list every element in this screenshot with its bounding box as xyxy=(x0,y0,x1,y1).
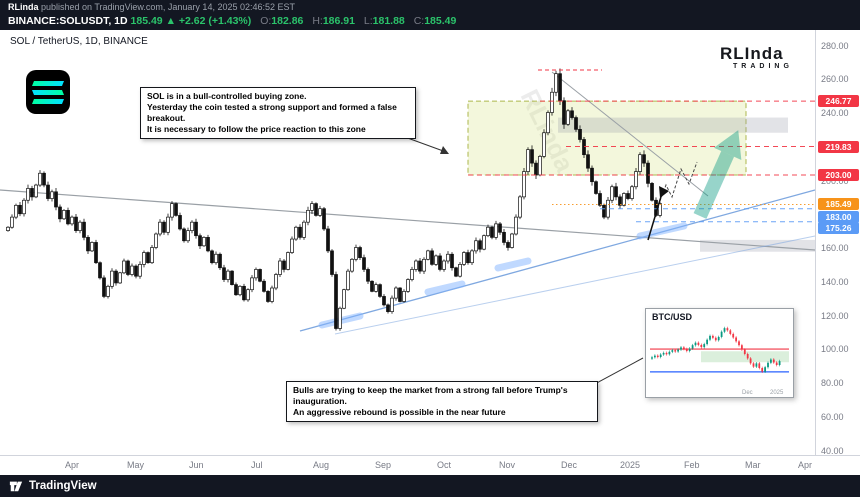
time-tick-Apr: Apr xyxy=(798,460,813,470)
buying-zone xyxy=(467,100,747,176)
inset-time-tick-Dec: Dec xyxy=(742,390,753,396)
callout-line: An aggressive rebound is possible in the… xyxy=(293,407,506,417)
price-tick-40.00: 40.00 xyxy=(821,445,844,456)
inset-candlestick-chart xyxy=(650,326,789,373)
demand-band xyxy=(700,239,860,252)
rlinda-trading-logo: RLInda TRADING xyxy=(720,44,793,70)
solana-bar-middle xyxy=(31,89,65,95)
rlinda-logo-subtext: TRADING xyxy=(733,63,793,70)
wedge-trendline xyxy=(551,71,709,197)
price-tick-280.00: 280.00 xyxy=(821,40,849,51)
time-tick-Nov: Nov xyxy=(499,460,516,470)
price-badge-246.77: 246.77 xyxy=(818,95,859,108)
time-tick-Feb: Feb xyxy=(684,460,700,470)
solana-bar-top xyxy=(31,80,65,86)
author-name: RLinda xyxy=(8,2,39,12)
high-value: 186.91 xyxy=(322,15,355,27)
price-axis[interactable]: 280.00260.00240.00200.00160.00140.00120.… xyxy=(815,30,860,456)
price-tick-100.00: 100.00 xyxy=(821,344,849,355)
time-axis[interactable]: Apr May Jun Jul Aug Sep Oct Nov Dec 2025 Feb Mar Apr xyxy=(0,455,860,475)
rlinda-logo-text: RLInda xyxy=(720,44,784,63)
solana-logo-icon xyxy=(26,70,70,114)
chart-legend-title[interactable]: SOL / TetherUS, 1D, BINANCE xyxy=(10,36,148,47)
zones xyxy=(467,100,860,252)
close-label: C: xyxy=(413,15,425,27)
time-tick-Jun: Jun xyxy=(189,460,204,470)
high-label: H: xyxy=(312,15,323,27)
callout-line: Yesterday the coin tested a strong suppo… xyxy=(147,102,397,123)
price-change: ▲ +2.62 (+1.43%) xyxy=(165,15,252,27)
ascending-trendline-2 xyxy=(334,235,816,335)
level-lines xyxy=(468,69,815,223)
price-tick-80.00: 80.00 xyxy=(821,378,844,388)
solana-bar-bottom xyxy=(31,98,65,104)
projection-annotations xyxy=(647,161,698,241)
price-tick-60.00: 60.00 xyxy=(821,411,844,422)
publish-info: RLinda published on TradingView.com, Jan… xyxy=(0,0,860,13)
inset-title: BTC/USD xyxy=(652,312,692,322)
last-price-value: 185.49 xyxy=(130,15,163,27)
callout-line: It is necessary to follow the price reac… xyxy=(147,124,366,134)
header-bar: RLinda published on TradingView.com, Jan… xyxy=(0,0,860,30)
symbol-info-row: BINANCE:SOLUSDT, 1D 185.49 ▲ +2.62 (+1.4… xyxy=(0,13,860,29)
ascending-trendline xyxy=(299,189,816,332)
tradingview-logo-text[interactable]: TradingView xyxy=(29,480,97,492)
time-tick-Aug: Aug xyxy=(313,460,330,470)
tradingview-logo-icon[interactable] xyxy=(9,479,23,493)
time-tick-Apr: Apr xyxy=(65,460,80,470)
low-label: L: xyxy=(363,15,373,27)
black-arrow-line xyxy=(647,189,664,241)
support-touch-highlight xyxy=(494,257,532,272)
inset-time-tick-2025: 2025 xyxy=(770,390,784,396)
candlestick-series xyxy=(6,68,662,331)
black-arrow-head xyxy=(659,186,669,198)
price-tick-240.00: 240.00 xyxy=(821,108,849,118)
price-badge-175.26: 175.26 xyxy=(818,221,859,234)
callout1-connector-arrow xyxy=(440,146,449,154)
annotation-buying-zone-note: SOL is in a bull-controlled buying zone.… xyxy=(140,87,416,139)
footer-bar: TradingView xyxy=(0,475,860,497)
time-tick-Jul: Jul xyxy=(251,460,263,470)
support-touch-highlight xyxy=(424,280,466,296)
callout-line: Bulls are trying to keep the market from… xyxy=(293,385,568,406)
symbol-label[interactable]: BINANCE:SOLUSDT, 1D xyxy=(8,15,128,27)
callout-line: SOL is in a bull-controlled buying zone. xyxy=(147,91,307,101)
publish-text: published on TradingView.com, January 14… xyxy=(38,2,296,12)
price-badge-219.83: 219.83 xyxy=(818,140,859,153)
inset-green-zone xyxy=(701,351,789,363)
price-badge-183.00: 183.00 xyxy=(818,210,859,223)
support-touch-highlight xyxy=(636,222,688,240)
time-tick-May: May xyxy=(127,460,145,470)
annotation-bulls-note: Bulls are trying to keep the market from… xyxy=(286,381,598,422)
low-value: 181.88 xyxy=(372,15,405,27)
time-tick-Oct: Oct xyxy=(437,460,452,470)
price-badge-185.49: 185.49 xyxy=(818,198,859,211)
time-tick-Dec: Dec xyxy=(561,460,578,470)
price-badge-203.00: 203.00 xyxy=(818,168,859,181)
price-tick-140.00: 140.00 xyxy=(821,276,849,287)
price-tick-120.00: 120.00 xyxy=(821,310,849,321)
btc-usd-inset-chart: BTC/USD Dec 2025 xyxy=(645,308,794,398)
price-tick-160.00: 160.00 xyxy=(821,243,849,253)
close-value: 185.49 xyxy=(424,15,457,27)
time-tick-Mar: Mar xyxy=(745,460,761,470)
open-label: O: xyxy=(260,15,272,27)
descending-trendline xyxy=(0,189,816,251)
green-up-arrow xyxy=(693,130,742,219)
open-value: 182.86 xyxy=(271,15,304,27)
time-tick-Sep: Sep xyxy=(375,460,392,470)
supply-band xyxy=(558,117,788,133)
price-tick-260.00: 260.00 xyxy=(821,74,849,85)
projection-zigzag xyxy=(657,161,698,207)
time-tick-2025: 2025 xyxy=(620,460,641,470)
